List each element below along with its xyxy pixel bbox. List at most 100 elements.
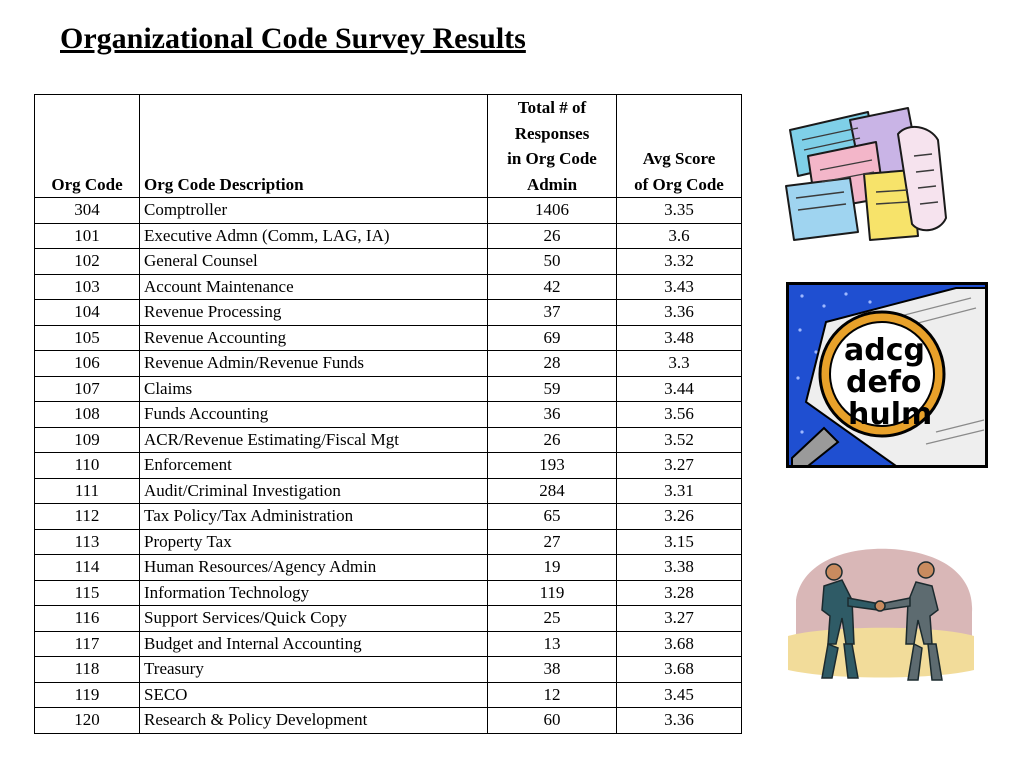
table-row: 117 Budget and Internal Accounting 13 3.68	[34, 630, 742, 657]
cell-org-description: Treasury	[139, 656, 488, 683]
table-row: 109 ACR/Revenue Estimating/Fiscal Mgt 26 3.…	[34, 426, 742, 453]
table-header-row: Org Code Org Code Description Total # of…	[34, 94, 742, 198]
table-row: 119 SECO 12 3.45	[34, 681, 742, 708]
header-total-line-1: Total # of	[517, 98, 587, 117]
table-row: 107 Claims 59 3.44	[34, 375, 742, 402]
cell-org-description: Human Resources/Agency Admin	[139, 554, 488, 581]
page-title: Organizational Code Survey Results	[60, 22, 526, 55]
magnifier-text-line-1: adcg	[844, 333, 925, 368]
cell-total-responses: 50	[487, 248, 617, 275]
cell-total-responses: 19	[487, 554, 617, 581]
cell-org-code: 101	[34, 222, 140, 249]
cell-org-code: 102	[34, 248, 140, 275]
table-row: 120 Research & Policy Development 60 3.36	[34, 707, 742, 734]
cell-org-description: Revenue Admin/Revenue Funds	[139, 350, 488, 377]
cell-avg-score: 3.38	[616, 554, 742, 581]
table-row: 112 Tax Policy/Tax Administration 65 3.26	[34, 503, 742, 530]
header-total-responses: Total # of Responses in Org Code Admin	[487, 94, 617, 198]
table-row: 116 Support Services/Quick Copy 25 3.27	[34, 605, 742, 632]
cell-total-responses: 60	[487, 707, 617, 734]
cell-avg-score: 3.27	[616, 605, 742, 632]
cell-org-description: Property Tax	[139, 528, 488, 555]
stack-of-papers-icon	[780, 100, 952, 248]
cell-avg-score: 3.52	[616, 426, 742, 453]
cell-avg-score: 3.6	[616, 222, 742, 249]
table-row: 108 Funds Accounting 36 3.56	[34, 401, 742, 428]
table-row: 111 Audit/Criminal Investigation 284 3.31	[34, 477, 742, 504]
cell-avg-score: 3.28	[616, 579, 742, 606]
cell-org-description: Information Technology	[139, 579, 488, 606]
cell-avg-score: 3.35	[616, 197, 742, 224]
cell-avg-score: 3.27	[616, 452, 742, 479]
table-row: 106 Revenue Admin/Revenue Funds 28 3.3	[34, 350, 742, 377]
cell-total-responses: 42	[487, 273, 617, 300]
cell-total-responses: 119	[487, 579, 617, 606]
cell-total-responses: 65	[487, 503, 617, 530]
cell-org-code: 114	[34, 554, 140, 581]
cell-org-description: Funds Accounting	[139, 401, 488, 428]
cell-total-responses: 37	[487, 299, 617, 326]
table-row: 114 Human Resources/Agency Admin 19 3.38	[34, 554, 742, 581]
header-total-line-4: Admin	[526, 174, 578, 194]
cell-org-code: 112	[34, 503, 140, 530]
table-row: 101 Executive Admn (Comm, LAG, IA) 26 3.6	[34, 222, 742, 249]
cell-total-responses: 28	[487, 350, 617, 377]
cell-org-description: Revenue Processing	[139, 299, 488, 326]
cell-org-description: Revenue Accounting	[139, 324, 488, 351]
header-avg-score: Avg Score of Org Code	[616, 94, 742, 198]
cell-org-description: Audit/Criminal Investigation	[139, 477, 488, 504]
cell-total-responses: 284	[487, 477, 617, 504]
cell-avg-score: 3.36	[616, 707, 742, 734]
cell-org-code: 118	[34, 656, 140, 683]
cell-avg-score: 3.45	[616, 681, 742, 708]
header-org-code-description: Org Code Description	[139, 94, 488, 198]
cell-org-code: 105	[34, 324, 140, 351]
table-row: 110 Enforcement 193 3.27	[34, 452, 742, 479]
cell-org-code: 106	[34, 350, 140, 377]
table-row: 104 Revenue Processing 37 3.36	[34, 299, 742, 326]
cell-org-description: Comptroller	[139, 197, 488, 224]
cell-org-description: Tax Policy/Tax Administration	[139, 503, 488, 530]
table-row: 113 Property Tax 27 3.15	[34, 528, 742, 555]
cell-org-description: Support Services/Quick Copy	[139, 605, 488, 632]
cell-org-description: Account Maintenance	[139, 273, 488, 300]
cell-org-description: SECO	[139, 681, 488, 708]
cell-org-description: Budget and Internal Accounting	[139, 630, 488, 657]
cell-org-description: General Counsel	[139, 248, 488, 275]
table-row: 105 Revenue Accounting 69 3.48	[34, 324, 742, 351]
table-row: 115 Information Technology 119 3.28	[34, 579, 742, 606]
cell-org-code: 120	[34, 707, 140, 734]
cell-avg-score: 3.68	[616, 630, 742, 657]
cell-total-responses: 12	[487, 681, 617, 708]
cell-org-code: 108	[34, 401, 140, 428]
cell-org-code: 115	[34, 579, 140, 606]
cell-avg-score: 3.31	[616, 477, 742, 504]
survey-results-table: Org Code Org Code Description Total # of…	[34, 94, 742, 734]
cell-total-responses: 1406	[487, 197, 617, 224]
cell-org-code: 117	[34, 630, 140, 657]
cell-total-responses: 26	[487, 426, 617, 453]
cell-avg-score: 3.32	[616, 248, 742, 275]
header-org-code: Org Code	[34, 94, 140, 198]
cell-org-description: Claims	[139, 375, 488, 402]
cell-total-responses: 69	[487, 324, 617, 351]
cell-total-responses: 13	[487, 630, 617, 657]
cell-avg-score: 3.3	[616, 350, 742, 377]
cell-org-code: 107	[34, 375, 140, 402]
cell-org-code: 116	[34, 605, 140, 632]
cell-org-description: Research & Policy Development	[139, 707, 488, 734]
table-row: 102 General Counsel 50 3.32	[34, 248, 742, 275]
cell-avg-score: 3.43	[616, 273, 742, 300]
cell-avg-score: 3.56	[616, 401, 742, 428]
table-row: 118 Treasury 38 3.68	[34, 656, 742, 683]
cell-avg-score: 3.48	[616, 324, 742, 351]
business-handshake-icon	[782, 540, 978, 696]
cell-avg-score: 3.15	[616, 528, 742, 555]
cell-avg-score: 3.36	[616, 299, 742, 326]
cell-org-code: 119	[34, 681, 140, 708]
cell-org-description: Executive Admn (Comm, LAG, IA)	[139, 222, 488, 249]
cell-avg-score: 3.44	[616, 375, 742, 402]
header-avg-line-1: Avg Score	[642, 149, 716, 168]
cell-org-code: 103	[34, 273, 140, 300]
cell-total-responses: 36	[487, 401, 617, 428]
